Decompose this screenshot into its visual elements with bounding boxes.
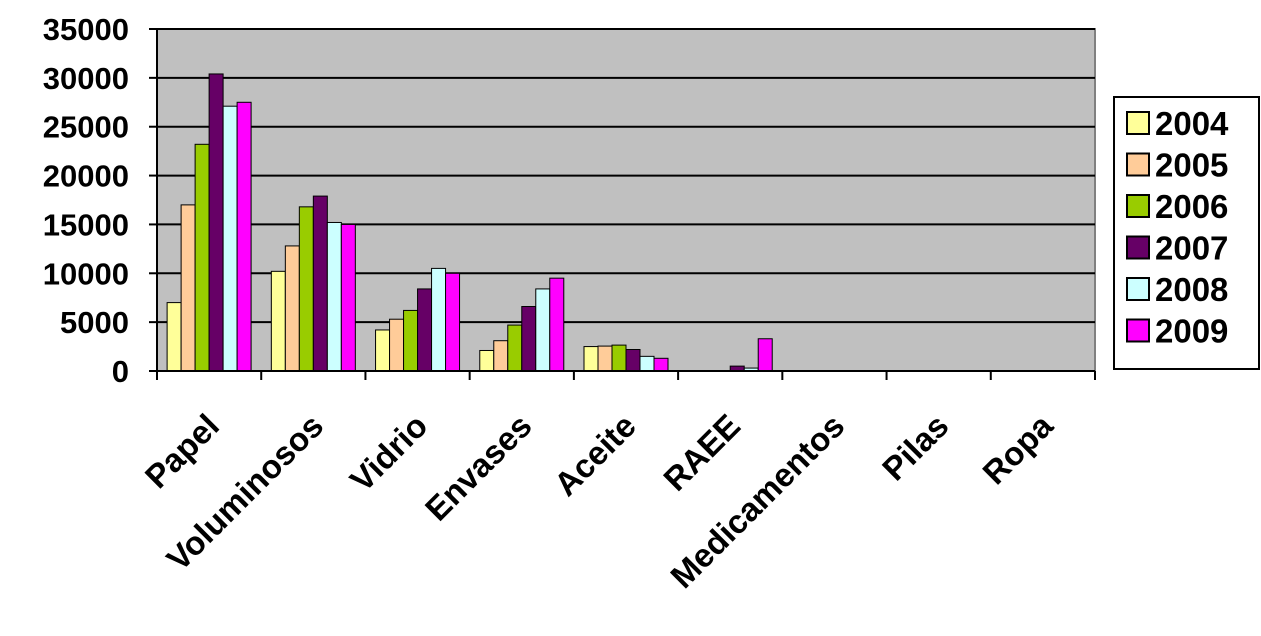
- bar-papel-2004: [166, 302, 182, 372]
- legend-swatch-2004: [1126, 111, 1150, 135]
- bar-vidrio-2009: [445, 272, 461, 372]
- x-tick-label: Envases: [418, 407, 539, 528]
- bar-papel-2008: [222, 105, 238, 372]
- bar-aceite-2004: [583, 346, 599, 372]
- legend-label-2006: 2006: [1155, 188, 1228, 225]
- bar-voluminosos-2007: [312, 195, 328, 372]
- bar-papel-2006: [194, 143, 210, 372]
- bar-aceite-2007: [625, 349, 641, 372]
- legend-label-2004: 2004: [1155, 105, 1229, 142]
- legend-swatch-2007: [1126, 235, 1150, 260]
- x-tick-label: Aceite: [547, 407, 643, 503]
- x-tick-label: Medicamentos: [663, 407, 851, 595]
- bars: [166, 73, 1058, 372]
- legend: 2004 2005 2006 2007 2008 2009: [1113, 96, 1260, 370]
- legend-swatch-2008: [1126, 277, 1150, 301]
- legend-label-2008: 2008: [1155, 271, 1228, 308]
- y-tick-label: 35000: [43, 12, 129, 47]
- axes: [149, 28, 1096, 380]
- y-tick-label: 0: [112, 354, 129, 389]
- bar-papel-2007: [208, 73, 224, 372]
- bar-vidrio-2008: [431, 267, 447, 372]
- bar-vidrio-2007: [417, 288, 433, 372]
- bar-aceite-2005: [597, 345, 613, 372]
- bar-voluminosos-2004: [270, 270, 286, 372]
- bar-envases-2004: [479, 349, 495, 372]
- bar-papel-2009: [236, 101, 252, 372]
- y-tick-label: 15000: [43, 207, 129, 242]
- bar-envases-2008: [535, 288, 551, 372]
- bar-envases-2007: [521, 306, 537, 372]
- y-tick-labels: 0 5000 10000 15000 20000 25000 30000 35000: [43, 12, 129, 389]
- bar-envases-2006: [507, 324, 523, 372]
- y-tick-label: 25000: [43, 110, 129, 145]
- x-tick-label: Pilas: [875, 407, 956, 488]
- legend-swatch-2005: [1126, 152, 1150, 177]
- x-tick-label: RAEE: [656, 407, 747, 498]
- x-tick-label: Vidrio: [343, 407, 435, 499]
- legend-label-2005: 2005: [1155, 147, 1228, 184]
- y-tick-label: 10000: [43, 256, 129, 291]
- bar-envases-2009: [549, 277, 565, 372]
- legend-label-2009: 2009: [1155, 313, 1228, 350]
- bar-voluminosos-2008: [326, 221, 342, 372]
- bar-aceite-2009: [653, 357, 669, 372]
- bar-papel-2005: [180, 204, 196, 372]
- x-tick-label: Papel: [138, 407, 226, 495]
- bar-vidrio-2004: [375, 329, 391, 372]
- bar-envases-2005: [493, 340, 509, 372]
- bar-vidrio-2005: [389, 318, 405, 372]
- bar-aceite-2008: [639, 355, 655, 372]
- y-tick-label: 5000: [60, 305, 129, 340]
- bar-voluminosos-2009: [340, 223, 356, 372]
- bar-voluminosos-2006: [298, 206, 314, 372]
- legend-swatch-2009: [1126, 318, 1150, 343]
- y-tick-label: 30000: [43, 61, 129, 96]
- legend-swatch-2006: [1126, 194, 1150, 218]
- y-tick-label: 20000: [43, 159, 129, 194]
- legend-label-2007: 2007: [1155, 230, 1228, 267]
- bar-vidrio-2006: [403, 309, 419, 372]
- x-tick-label: Ropa: [975, 406, 1060, 491]
- bar-raee-2009: [757, 338, 773, 372]
- bar-voluminosos-2005: [284, 245, 300, 372]
- bar-aceite-2006: [611, 344, 627, 372]
